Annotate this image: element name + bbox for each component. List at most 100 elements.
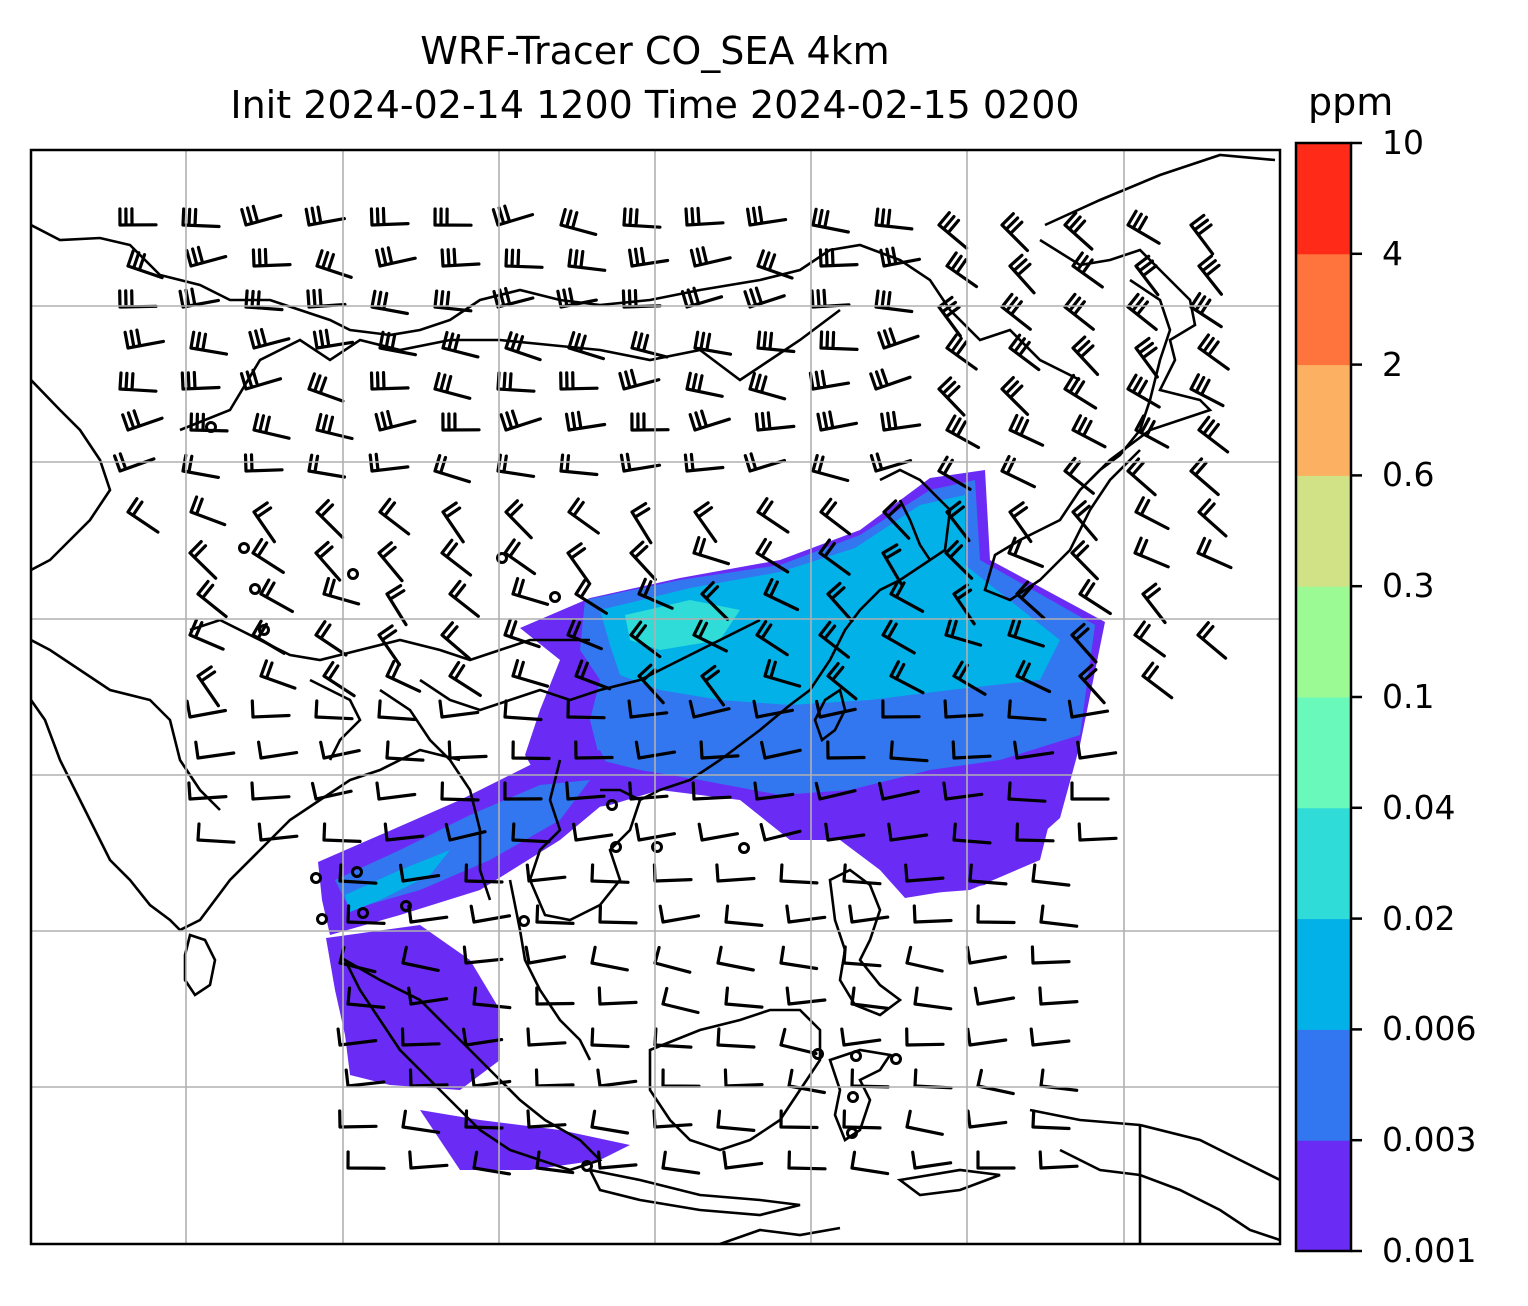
wind-barb bbox=[755, 537, 790, 574]
coast-australia bbox=[719, 1226, 841, 1244]
wind-barb bbox=[1071, 251, 1104, 289]
wind-barb bbox=[653, 1027, 693, 1049]
wind-barb bbox=[756, 249, 794, 280]
colorbar-segment bbox=[1296, 364, 1351, 476]
wind-barb bbox=[754, 411, 796, 432]
wind-barb bbox=[1134, 414, 1170, 449]
wind-barb bbox=[126, 249, 164, 280]
calm-circle bbox=[890, 1053, 902, 1065]
wind-barb bbox=[850, 986, 890, 1010]
wind-barb bbox=[653, 945, 692, 974]
wind-barb bbox=[881, 699, 921, 719]
wind-barb bbox=[692, 619, 728, 653]
wind-barb bbox=[937, 211, 969, 250]
coast-taiwan bbox=[813, 687, 847, 743]
calm-circle bbox=[496, 552, 508, 564]
wind-barb bbox=[965, 945, 1008, 965]
wind-barb bbox=[590, 1109, 630, 1135]
wind-barb bbox=[433, 207, 473, 227]
wind-barb bbox=[369, 206, 410, 227]
wind-barb bbox=[943, 699, 984, 719]
wind-barb bbox=[511, 577, 550, 606]
wind-barb bbox=[629, 540, 657, 582]
wind-barb bbox=[315, 249, 353, 279]
wind-barb bbox=[723, 1068, 764, 1088]
wind-barb bbox=[945, 414, 981, 450]
coast-indochina bbox=[528, 759, 642, 922]
wind-barb bbox=[1008, 501, 1033, 543]
wind-barb bbox=[905, 1027, 945, 1047]
wind-barb bbox=[1063, 456, 1095, 495]
wind-barb bbox=[407, 986, 449, 1006]
wind-barb bbox=[715, 863, 756, 883]
wind-barb bbox=[826, 581, 854, 623]
wind-barb bbox=[1071, 414, 1107, 449]
wind-barb bbox=[1134, 336, 1159, 379]
wind-barb bbox=[756, 330, 796, 354]
wind-barb bbox=[634, 822, 676, 842]
coast-russia-east bbox=[1044, 153, 1276, 227]
wind-barb bbox=[945, 251, 979, 289]
wind-barb bbox=[1141, 582, 1167, 625]
wind-barb bbox=[874, 207, 914, 231]
wind-barb bbox=[814, 781, 857, 801]
wind-barb bbox=[375, 781, 417, 801]
wind-barb bbox=[314, 620, 348, 657]
wind-barb bbox=[700, 664, 726, 707]
wind-barb bbox=[652, 1109, 693, 1129]
wind-barb bbox=[469, 904, 512, 924]
wind-barb bbox=[556, 287, 598, 309]
wind-barb bbox=[1038, 1150, 1079, 1170]
wind-barb bbox=[511, 659, 550, 688]
wind-barb bbox=[628, 246, 670, 268]
wind-barb bbox=[441, 501, 465, 544]
wind-barb bbox=[250, 699, 291, 719]
wind-barb bbox=[566, 618, 603, 651]
wind-barb bbox=[881, 619, 916, 655]
wind-barb bbox=[1189, 373, 1225, 408]
wind-barb bbox=[338, 863, 378, 885]
calm-circle bbox=[258, 624, 270, 636]
coast-japan bbox=[983, 278, 1172, 602]
map-frame bbox=[29, 148, 1282, 1246]
coast-korea bbox=[879, 468, 952, 562]
calm-circle bbox=[316, 913, 328, 925]
wind-barb bbox=[628, 781, 669, 801]
wind-barb bbox=[178, 287, 220, 309]
wind-barb bbox=[689, 246, 732, 268]
wind-barb bbox=[346, 986, 386, 1009]
wind-barb bbox=[1007, 618, 1045, 648]
wind-barb bbox=[590, 1027, 630, 1049]
wind-barb bbox=[1067, 699, 1110, 719]
wind-barb bbox=[251, 537, 285, 574]
wind-barb bbox=[850, 1068, 890, 1089]
colorbar-segment bbox=[1296, 586, 1351, 698]
wind-barb bbox=[760, 740, 802, 760]
wind-barb bbox=[1141, 661, 1174, 700]
wind-barb bbox=[630, 502, 653, 545]
wind-barb bbox=[252, 412, 291, 440]
colorbar-tick-label: 4 bbox=[1382, 233, 1403, 273]
wind-barb bbox=[492, 286, 535, 309]
coast-arabia bbox=[31, 379, 112, 572]
colorbar-tick-marks bbox=[1351, 141, 1362, 1253]
calm-circle bbox=[347, 568, 359, 580]
wind-barb bbox=[976, 904, 1016, 925]
wind-barb bbox=[377, 624, 402, 667]
wind-barb bbox=[185, 245, 228, 268]
wind-barb bbox=[818, 248, 859, 268]
wind-barb bbox=[503, 699, 543, 722]
wind-barb bbox=[121, 409, 164, 432]
wind-barb bbox=[344, 1068, 386, 1088]
wind-barb bbox=[1029, 1027, 1071, 1047]
coast-java bbox=[587, 1168, 801, 1217]
wind-barb bbox=[598, 904, 638, 925]
wind-barb bbox=[913, 1068, 953, 1090]
wind-barb bbox=[1015, 660, 1052, 694]
wind-barb bbox=[869, 368, 912, 391]
wind-barb bbox=[315, 499, 345, 539]
wind-barb bbox=[1078, 663, 1106, 705]
wind-barb bbox=[887, 822, 929, 842]
lat-lon-gridlines bbox=[31, 150, 1280, 1244]
wind-barb bbox=[194, 740, 236, 760]
